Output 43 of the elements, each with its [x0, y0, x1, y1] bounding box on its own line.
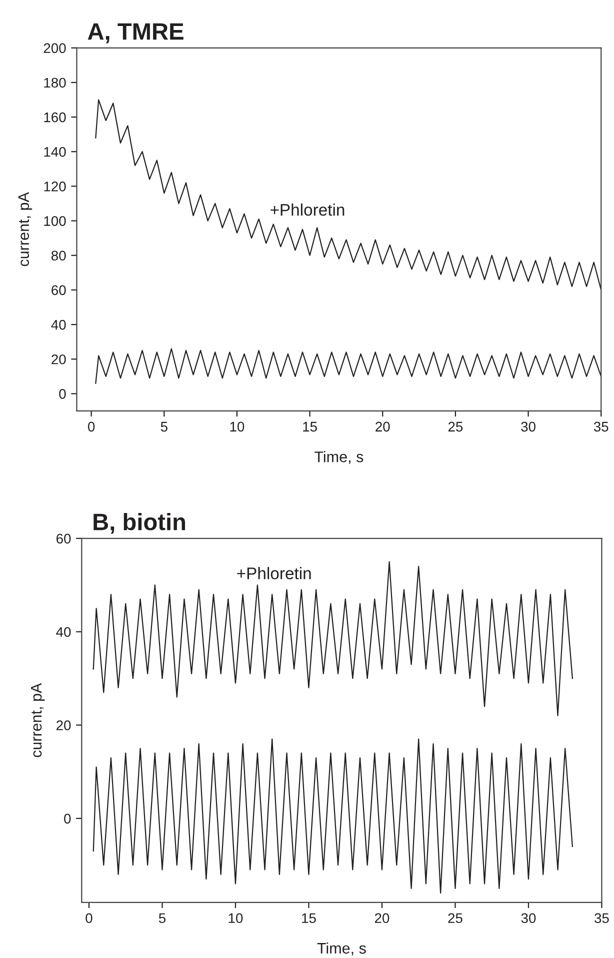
x-tick-label: 0 [86, 913, 92, 924]
y-axis-title: current, pA [18, 192, 32, 266]
y-tick-label: 80 [51, 250, 66, 261]
x-tick-label: 25 [448, 913, 462, 924]
x-tick-label: 10 [228, 913, 243, 924]
line-series [92, 561, 573, 716]
x-tick-label: 15 [303, 422, 317, 432]
x-tick-label: 35 [594, 913, 609, 924]
x-tick-label: 0 [88, 422, 95, 432]
y-tick-label: 40 [56, 627, 71, 637]
y-tick-label: 20 [56, 720, 71, 730]
y-tick-label: 20 [52, 354, 66, 364]
x-tick-label: 20 [374, 913, 390, 924]
x-tick-label: 30 [521, 422, 536, 432]
x-tick-label: 10 [230, 422, 244, 432]
x-axis-title: Time, s [317, 942, 366, 956]
x-tick-label: 5 [160, 422, 168, 432]
x-tick-label: 35 [594, 422, 608, 432]
y-tick-label: 120 [44, 182, 66, 192]
x-tick-label: 20 [376, 422, 390, 432]
line-series [95, 99, 602, 291]
y-tick-label: 0 [59, 389, 66, 399]
x-tick-label: 5 [158, 913, 166, 924]
y-tick-label: 60 [52, 285, 66, 296]
y-tick-label: 100 [44, 216, 66, 226]
y-tick-label: 40 [51, 320, 66, 330]
chart-title: A, TMRE [88, 23, 184, 44]
x-tick-label: 30 [521, 913, 536, 924]
x-tick-label: 15 [302, 913, 316, 924]
y-tick-label: 180 [44, 78, 66, 88]
y-tick-label: 160 [44, 112, 66, 122]
y-tick-label: 140 [44, 146, 66, 157]
line-series [95, 348, 602, 384]
annotation: +Phloretin [237, 567, 311, 580]
line-series [92, 738, 573, 894]
y-axis-title: current, pA [31, 683, 45, 758]
y-tick-label: 200 [44, 43, 66, 54]
chart-title: B, biotin [94, 512, 186, 534]
annotation: +Phloretin [270, 204, 344, 216]
y-tick-label: 0 [64, 814, 71, 824]
y-tick-label: 60 [56, 534, 71, 544]
x-axis-title: Time, s [314, 451, 364, 464]
x-tick-label: 25 [448, 422, 463, 432]
